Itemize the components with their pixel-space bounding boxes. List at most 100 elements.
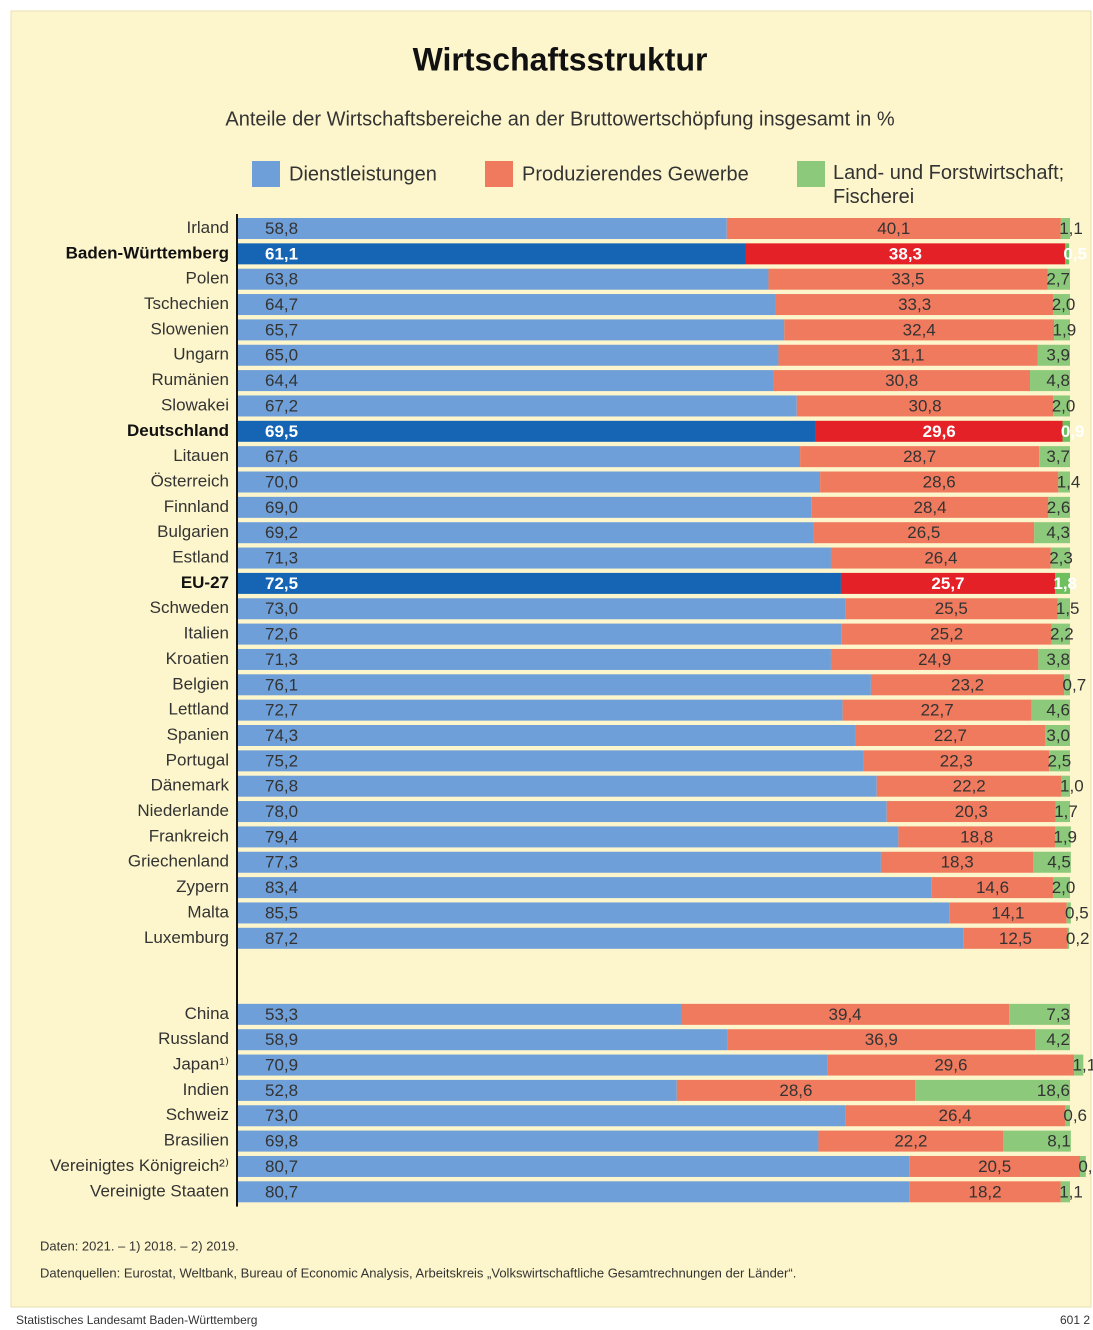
value-label: 2,6 (1047, 498, 1071, 517)
bar-segment (237, 801, 887, 823)
category-label: Portugal (166, 750, 229, 769)
value-label: 70,9 (265, 1056, 298, 1075)
value-label: 22,2 (953, 777, 986, 796)
category-label: Zypern (176, 877, 229, 896)
value-label: 1,1 (1059, 1182, 1083, 1201)
value-label: 4,2 (1046, 1030, 1070, 1049)
bar-segment (1053, 395, 1070, 417)
bar-segment (237, 699, 843, 721)
bar-segment (237, 344, 779, 366)
value-label: 8,1 (1047, 1132, 1071, 1151)
value-label: 52,8 (265, 1081, 298, 1100)
bar-segment (863, 750, 1050, 772)
bar-segment (237, 927, 964, 949)
bar-segment (811, 496, 1049, 518)
legend-label: Land- und Forstwirtschaft; Fischerei (833, 162, 1065, 208)
value-label: 85,5 (265, 903, 298, 922)
value-label: 72,5 (265, 574, 298, 593)
value-label: 80,7 (265, 1182, 298, 1201)
value-label: 25,2 (930, 625, 963, 644)
category-label: Kroatien (166, 649, 229, 668)
value-label: 26,5 (907, 523, 940, 542)
category-label: Polen (186, 269, 229, 288)
value-label: 33,5 (891, 270, 924, 289)
value-label: 24,9 (918, 650, 951, 669)
category-label: Litauen (173, 446, 229, 465)
value-label: 0,5 (1065, 903, 1089, 922)
category-label: Baden-Württemberg (66, 243, 229, 262)
bar-segment (237, 826, 899, 848)
value-label: 67,6 (265, 447, 298, 466)
bar-segment (1066, 902, 1071, 924)
value-label: 2,2 (1050, 625, 1074, 644)
bar-segment (237, 1054, 828, 1076)
category-label: Luxemburg (144, 928, 229, 947)
bar-segment (237, 420, 816, 442)
value-label: 71,3 (265, 549, 298, 568)
chart-subtitle: Anteile der Wirtschaftsbereiche an der B… (225, 108, 894, 130)
bar-segment (870, 674, 1065, 696)
value-label: 80,7 (265, 1157, 298, 1176)
bar-segment (815, 420, 1063, 442)
value-label: 32,4 (903, 320, 936, 339)
value-label: 26,4 (924, 549, 957, 568)
category-label: Griechenland (128, 852, 229, 871)
category-label: Tschechien (144, 294, 229, 313)
bar-segment (842, 699, 1032, 721)
bar-segment (237, 902, 950, 924)
value-label: 53,3 (265, 1005, 298, 1024)
bar-segment (1065, 243, 1070, 265)
category-label: Schweden (150, 598, 229, 617)
bar-segment (931, 877, 1054, 899)
bar-segment (237, 218, 727, 239)
bar-segment (237, 648, 831, 670)
value-label: 0,7 (1063, 675, 1087, 694)
bar-segment (784, 319, 1055, 341)
category-label: Brasilien (164, 1131, 229, 1150)
bar-segment (827, 1054, 1075, 1076)
bar-segment (237, 1105, 846, 1127)
category-label: Vereinigtes Königreich²⁾ (50, 1156, 229, 1175)
bar-segment (1055, 572, 1070, 594)
note: Daten: 2021. – 1) 2018. – 2) 2019. (40, 1238, 239, 1253)
bar-segment (775, 294, 1054, 316)
bar-segment (237, 623, 842, 645)
category-label: Vereinigte Staaten (90, 1181, 229, 1200)
value-label: 31,1 (891, 346, 924, 365)
bar-segment (1049, 750, 1070, 772)
value-label: 87,2 (265, 929, 298, 948)
chart-title: Wirtschaftsstruktur (413, 41, 708, 77)
bar-segment (237, 471, 821, 493)
bar-segment (237, 547, 831, 569)
value-label: 25,7 (931, 574, 964, 593)
value-label: 65,0 (265, 346, 298, 365)
bar-segment (237, 750, 864, 772)
bar-segment (237, 522, 814, 544)
value-label: 67,2 (265, 396, 298, 415)
bar-segment (237, 674, 871, 696)
value-label: 23,2 (951, 675, 984, 694)
value-label: 69,8 (265, 1132, 298, 1151)
value-label: 4,6 (1046, 701, 1070, 720)
value-label: 22,7 (934, 726, 967, 745)
bar-segment (680, 1003, 1010, 1025)
bar-segment (1045, 725, 1070, 746)
bar-segment (778, 344, 1038, 366)
bar-segment (830, 648, 1039, 670)
bar-segment (1060, 1181, 1070, 1203)
value-label: 33,3 (898, 295, 931, 314)
value-label: 1,0 (1060, 777, 1084, 796)
bar-segment (1053, 294, 1070, 316)
bar-segment (1058, 471, 1070, 493)
value-label: 1,8 (1053, 574, 1077, 593)
bar-segment (813, 522, 1035, 544)
value-label: 4,3 (1046, 523, 1070, 542)
bar-segment (796, 395, 1054, 417)
bar-segment (830, 547, 1051, 569)
bar-segment (915, 1079, 1070, 1101)
value-label: 1,7 (1054, 802, 1078, 821)
bar-segment (1031, 699, 1070, 721)
bar-segment (1038, 648, 1070, 670)
bar-segment (237, 243, 746, 265)
category-label: Irland (186, 218, 229, 237)
